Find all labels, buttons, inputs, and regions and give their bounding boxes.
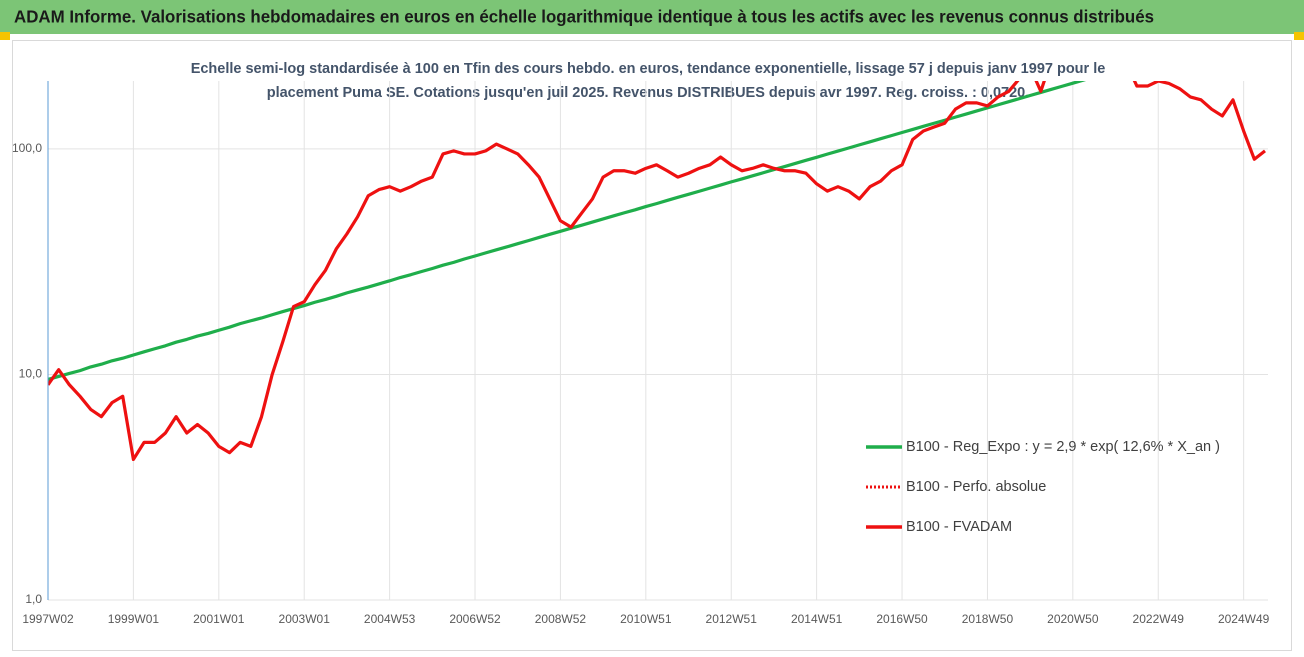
legend-label: B100 - Perfo. absolue bbox=[906, 479, 1046, 495]
x-tick-label: 1999W01 bbox=[108, 612, 160, 626]
series-line bbox=[48, 81, 1087, 382]
chart-subtitle: Echelle semi-log standardisée à 100 en T… bbox=[191, 61, 1106, 77]
title-bar bbox=[0, 0, 1304, 34]
chart-subtitle: placement Puma SE. Cotations jusqu'en ju… bbox=[267, 85, 1030, 101]
x-tick-label: 2001W01 bbox=[193, 612, 245, 626]
x-tick-label: 2006W52 bbox=[449, 612, 501, 626]
x-tick-label: 2014W51 bbox=[791, 612, 843, 626]
legend-label: B100 - Reg_Expo : y = 2,9 * exp( 12,6% *… bbox=[906, 439, 1220, 455]
x-tick-label: 2020W50 bbox=[1047, 612, 1099, 626]
legend-label: B100 - FVADAM bbox=[906, 519, 1012, 535]
y-tick-label: 10,0 bbox=[19, 367, 43, 381]
y-tick-label: 100,0 bbox=[12, 141, 42, 155]
plot-area bbox=[48, 81, 1266, 462]
corner-mark bbox=[0, 32, 10, 40]
x-tick-label: 2022W49 bbox=[1133, 612, 1185, 626]
x-tick-label: 2016W50 bbox=[876, 612, 928, 626]
x-tick-label: 2004W53 bbox=[364, 612, 416, 626]
x-tick-label: 2018W50 bbox=[962, 612, 1014, 626]
x-tick-label: 2003W01 bbox=[279, 612, 331, 626]
y-tick-label: 1,0 bbox=[25, 592, 42, 606]
x-tick-label: 2008W52 bbox=[535, 612, 587, 626]
x-tick-label: 1997W02 bbox=[22, 612, 74, 626]
x-tick-label: 2024W49 bbox=[1218, 612, 1270, 626]
series-line bbox=[48, 81, 1266, 462]
chart-frame bbox=[12, 40, 1292, 651]
chart-title: ADAM Informe. Valorisations hebdomadaire… bbox=[14, 7, 1154, 27]
x-tick-label: 2010W51 bbox=[620, 612, 672, 626]
x-tick-label: 2012W51 bbox=[706, 612, 758, 626]
axes: 1,0 10,0 100,0 1997W02 1999W01 2001W01 2003W01… bbox=[12, 81, 1270, 626]
corner-mark bbox=[1294, 32, 1304, 40]
